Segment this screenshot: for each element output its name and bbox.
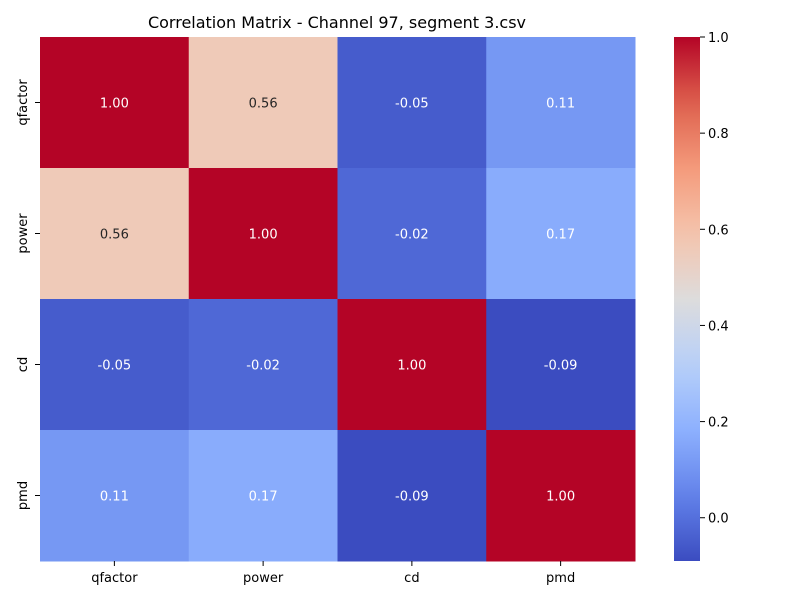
heatmap-cell-power-qfactor	[40, 168, 190, 300]
cell-value-label: 0.11	[546, 97, 575, 112]
cell-value-label: 0.56	[249, 97, 278, 112]
colorbar-gradient	[674, 37, 700, 561]
heatmap-cell-pmd-qfactor	[40, 430, 190, 562]
heatmap-cell-power-pmd	[486, 168, 636, 300]
cell-value-label: -0.09	[395, 490, 429, 505]
y-axis: qfactor power cd pmd	[16, 79, 40, 510]
cell-value-label: 0.11	[100, 490, 129, 505]
cell-value-label: 1.00	[546, 490, 575, 505]
heatmap-cell-power-cd	[337, 168, 487, 300]
cell-value-label: 1.00	[249, 228, 278, 243]
chart-title: Correlation Matrix - Channel 97, segment…	[148, 13, 526, 32]
x-tick-label-power: power	[243, 571, 284, 586]
heatmap-cell-cd-power	[188, 299, 338, 431]
x-tick-label-pmd: pmd	[546, 571, 575, 586]
heatmap-cell-pmd-pmd	[486, 430, 636, 562]
cell-value-label: 0.56	[100, 228, 129, 243]
cell-value-label: 1.00	[100, 97, 129, 112]
x-tick-label-qfactor: qfactor	[91, 571, 138, 586]
heatmap-cell-cd-cd	[337, 299, 487, 431]
heatmap-cell-qfactor-pmd	[486, 37, 636, 169]
heatmap-cell-qfactor-power	[188, 37, 338, 169]
heatmap-cells: 1.00 0.56 -0.05 0.11 0.56 1.00 -0.02 0.17 -0.05 -…	[40, 37, 636, 562]
cell-value-label: -0.02	[395, 228, 429, 243]
cell-value-label: -0.02	[246, 359, 280, 374]
cell-value-label: -0.09	[544, 359, 578, 374]
y-tick-label-pmd: pmd	[16, 481, 31, 510]
heatmap-cell-qfactor-qfactor	[40, 37, 190, 169]
y-tick-label-qfactor: qfactor	[16, 79, 31, 126]
x-axis: qfactor power cd pmd	[91, 561, 575, 586]
colorbar-tick-label: 0.2	[708, 416, 729, 431]
colorbar-tick-label: 0.0	[708, 512, 729, 527]
colorbar-tick-label: 0.6	[708, 223, 729, 238]
y-tick-label-cd: cd	[16, 357, 31, 372]
heatmap-cell-pmd-power	[188, 430, 338, 562]
cell-value-label: 0.17	[249, 490, 278, 505]
x-tick-label-cd: cd	[404, 571, 419, 586]
colorbar-tick-label: 1.0	[708, 31, 729, 46]
cell-value-label: 1.00	[397, 359, 426, 374]
heatmap-cell-qfactor-cd	[337, 37, 487, 169]
cell-value-label: -0.05	[98, 359, 132, 374]
cell-value-label: 0.17	[546, 228, 575, 243]
colorbar-tick-label: 0.8	[708, 127, 729, 142]
colorbar: 0.0 0.2 0.4 0.6 0.8 1.0	[674, 31, 729, 561]
colorbar-tick-label: 0.4	[708, 319, 729, 334]
heatmap-cell-cd-qfactor	[40, 299, 190, 431]
heatmap-cell-pmd-cd	[337, 430, 487, 562]
cell-value-label: -0.05	[395, 97, 429, 112]
heatmap-cell-cd-pmd	[486, 299, 636, 431]
heatmap-cell-power-power	[188, 168, 338, 300]
y-tick-label-power: power	[16, 213, 31, 254]
